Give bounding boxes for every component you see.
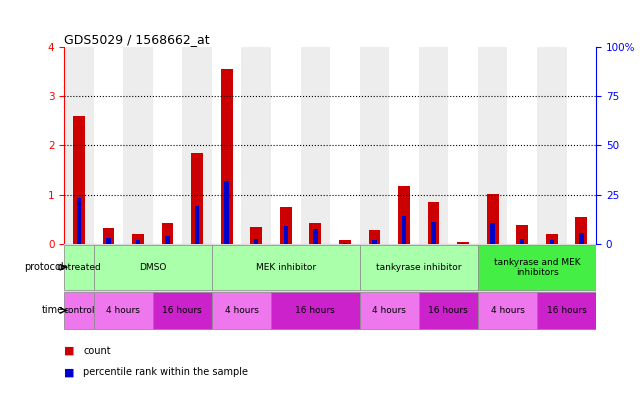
Bar [360, 244, 478, 290]
Bar [77, 198, 81, 244]
Bar [195, 206, 199, 244]
Bar [360, 292, 419, 329]
Bar [549, 240, 554, 244]
Bar [73, 116, 85, 244]
Text: 4 hours: 4 hours [224, 306, 258, 315]
Bar [165, 236, 170, 244]
Bar [369, 230, 380, 244]
Bar [271, 292, 360, 329]
Bar [313, 229, 317, 244]
Bar [546, 234, 558, 244]
Bar [224, 181, 229, 244]
Bar [490, 223, 495, 244]
Bar [123, 47, 153, 244]
Bar [136, 240, 140, 244]
Bar [64, 244, 94, 290]
Bar [94, 244, 212, 290]
Bar [360, 47, 389, 244]
Bar [478, 47, 508, 244]
Text: 16 hours: 16 hours [547, 306, 587, 315]
Bar [330, 47, 360, 244]
Bar [153, 292, 212, 329]
Bar [132, 234, 144, 244]
Bar [310, 223, 321, 244]
Bar [419, 292, 478, 329]
Bar [508, 47, 537, 244]
Bar [520, 239, 524, 244]
Bar [419, 47, 448, 244]
Text: percentile rank within the sample: percentile rank within the sample [83, 367, 248, 377]
Bar [250, 228, 262, 244]
Bar [162, 223, 174, 244]
Bar [431, 222, 436, 244]
Text: tankyrase and MEK
inhibitors: tankyrase and MEK inhibitors [494, 257, 580, 277]
Bar [372, 240, 377, 244]
Text: protocol: protocol [24, 262, 63, 272]
Bar [242, 47, 271, 244]
Bar [103, 228, 114, 244]
Text: tankyrase inhibitor: tankyrase inhibitor [376, 263, 462, 272]
Text: count: count [83, 346, 111, 356]
Bar [343, 242, 347, 244]
Text: GDS5029 / 1568662_at: GDS5029 / 1568662_at [64, 33, 210, 46]
Text: 16 hours: 16 hours [296, 306, 335, 315]
Bar [428, 202, 440, 244]
Bar [280, 207, 292, 244]
Bar [153, 47, 182, 244]
Text: 16 hours: 16 hours [428, 306, 468, 315]
Bar [448, 47, 478, 244]
Bar [64, 47, 94, 244]
Bar [212, 47, 242, 244]
Bar [301, 47, 330, 244]
Text: MEK inhibitor: MEK inhibitor [256, 263, 316, 272]
Text: control: control [63, 306, 95, 315]
Bar [191, 153, 203, 244]
Bar [487, 193, 499, 244]
Text: ■: ■ [64, 367, 74, 377]
Bar [339, 240, 351, 244]
Bar [94, 47, 123, 244]
Bar [402, 216, 406, 244]
Bar [567, 47, 596, 244]
Bar [461, 242, 465, 244]
Bar [398, 185, 410, 244]
Bar [389, 47, 419, 244]
Bar [212, 244, 360, 290]
Bar [457, 242, 469, 244]
Bar [283, 226, 288, 244]
Bar [478, 244, 596, 290]
Bar [106, 238, 111, 244]
Bar [516, 225, 528, 244]
Bar [212, 292, 271, 329]
Bar [94, 292, 153, 329]
Bar [271, 47, 301, 244]
Bar [254, 239, 258, 244]
Text: untreated: untreated [56, 263, 101, 272]
Bar [576, 217, 587, 244]
Bar [221, 69, 233, 244]
Bar [537, 292, 596, 329]
Bar [579, 233, 583, 244]
Bar [537, 47, 567, 244]
Text: ■: ■ [64, 346, 74, 356]
Text: DMSO: DMSO [139, 263, 167, 272]
Text: time: time [42, 305, 63, 316]
Text: 4 hours: 4 hours [490, 306, 524, 315]
Bar [182, 47, 212, 244]
Text: 16 hours: 16 hours [162, 306, 202, 315]
Bar [64, 292, 94, 329]
Text: 4 hours: 4 hours [372, 306, 406, 315]
Bar [478, 292, 537, 329]
Text: 4 hours: 4 hours [106, 306, 140, 315]
